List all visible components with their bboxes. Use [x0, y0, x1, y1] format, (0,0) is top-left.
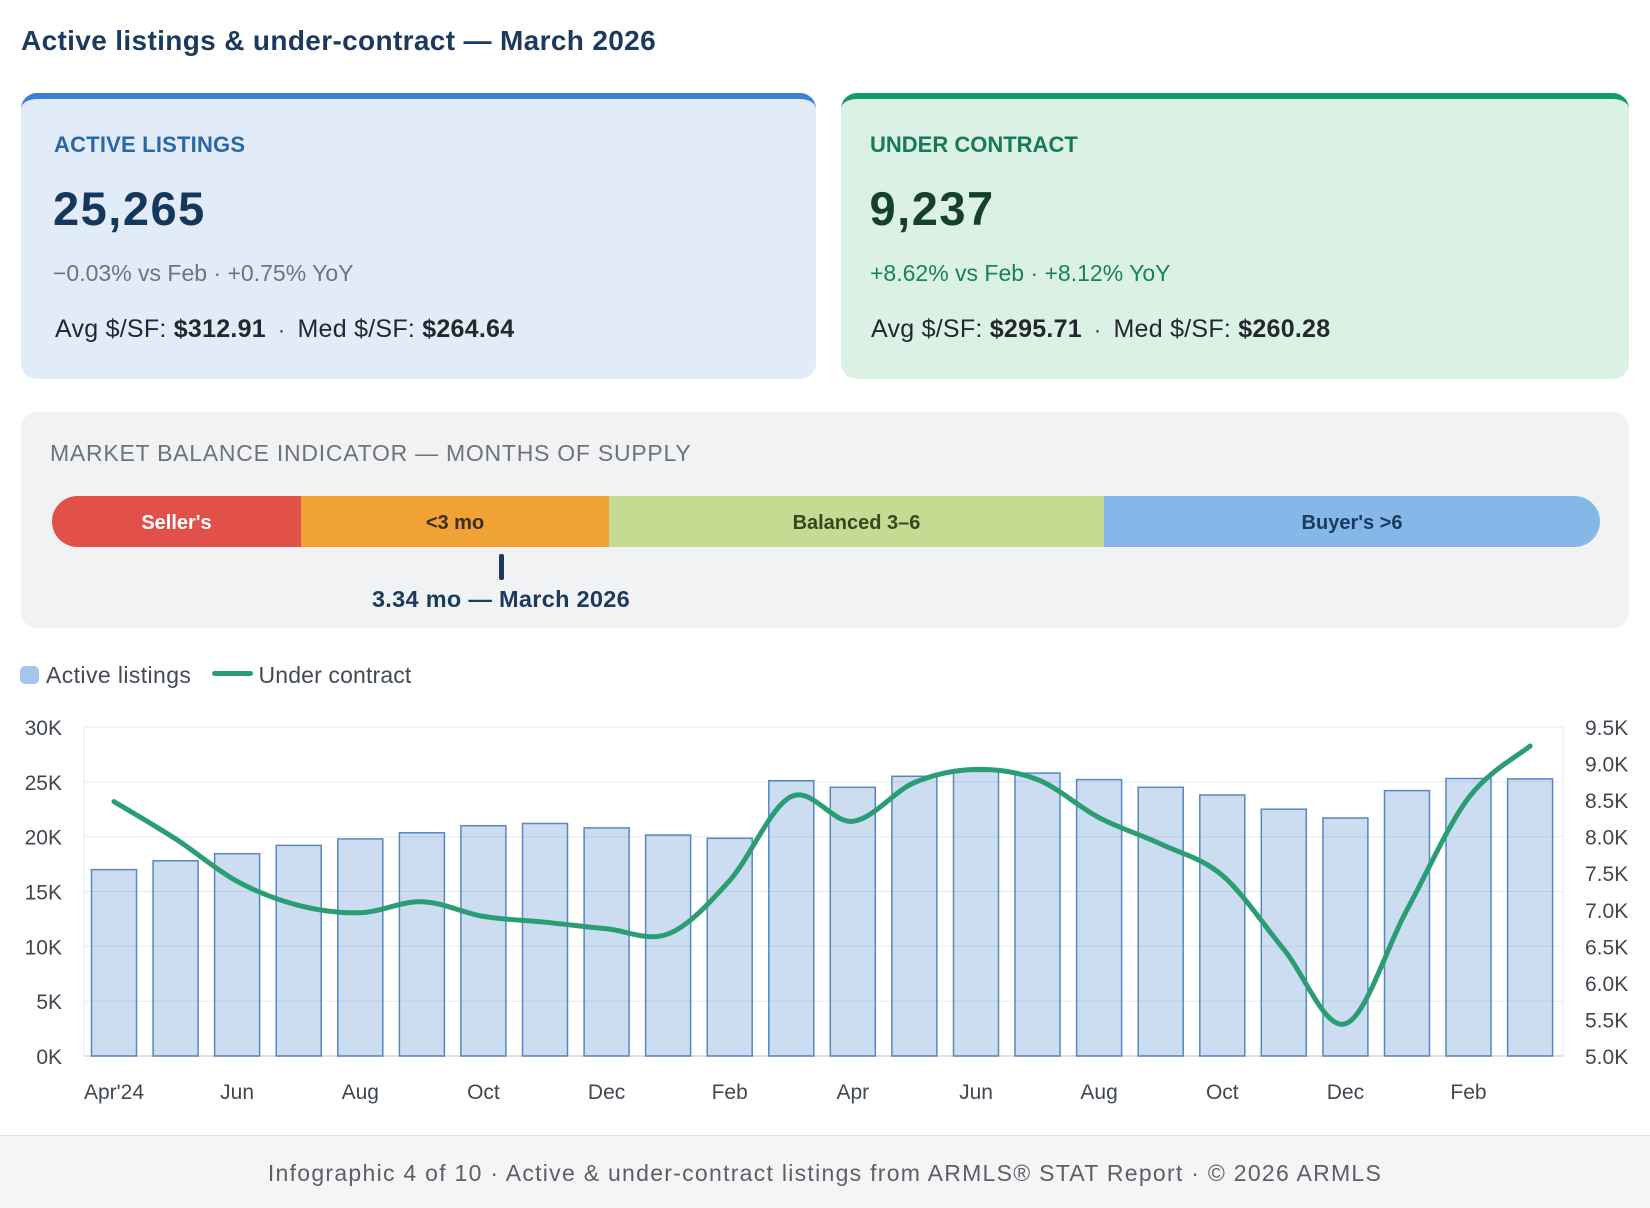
svg-text:Feb: Feb	[712, 1081, 748, 1104]
svg-text:5.5K: 5.5K	[1585, 1009, 1628, 1032]
svg-text:6.5K: 6.5K	[1585, 936, 1628, 959]
svg-text:0K: 0K	[36, 1046, 62, 1069]
svg-text:7.5K: 7.5K	[1585, 863, 1628, 886]
svg-text:25K: 25K	[25, 772, 62, 795]
svg-text:20K: 20K	[25, 827, 62, 850]
svg-text:Dec: Dec	[588, 1081, 625, 1104]
svg-text:Apr'24: Apr'24	[84, 1081, 144, 1104]
svg-text:9.0K: 9.0K	[1585, 754, 1628, 777]
svg-text:Dec: Dec	[1327, 1081, 1364, 1104]
svg-text:15K: 15K	[25, 882, 62, 905]
svg-text:5K: 5K	[36, 991, 62, 1014]
svg-text:Jun: Jun	[220, 1081, 254, 1104]
svg-text:6.0K: 6.0K	[1585, 973, 1628, 996]
svg-text:Jun: Jun	[959, 1081, 993, 1104]
svg-text:5.0K: 5.0K	[1585, 1046, 1628, 1069]
svg-text:9.5K: 9.5K	[1585, 717, 1628, 740]
svg-text:8.0K: 8.0K	[1585, 827, 1628, 850]
svg-text:Aug: Aug	[1080, 1081, 1117, 1104]
svg-text:30K: 30K	[25, 717, 62, 740]
svg-text:7.0K: 7.0K	[1585, 900, 1628, 923]
svg-text:Oct: Oct	[1206, 1081, 1239, 1104]
svg-text:Feb: Feb	[1450, 1081, 1486, 1104]
svg-text:Apr: Apr	[836, 1081, 869, 1104]
svg-text:Oct: Oct	[467, 1081, 500, 1104]
svg-text:10K: 10K	[25, 936, 62, 959]
svg-text:8.5K: 8.5K	[1585, 790, 1628, 813]
svg-text:Aug: Aug	[342, 1081, 379, 1104]
